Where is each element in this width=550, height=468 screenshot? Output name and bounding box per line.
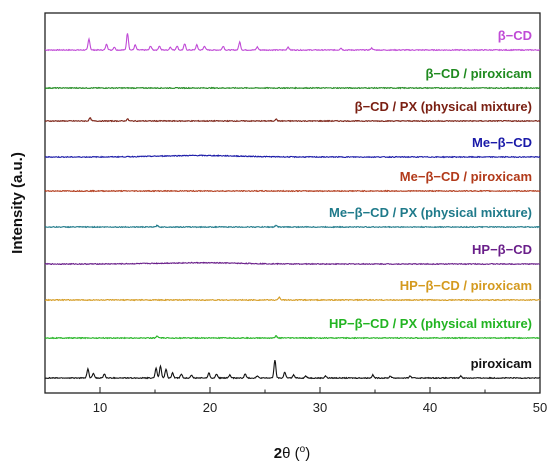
series-label-bg-2	[422, 65, 535, 82]
series-label-5: Me−β−CD / piroxicam	[400, 169, 532, 184]
series-label-9: HP−β−CD / PX (physical mixture)	[329, 316, 532, 331]
x-axis-title-unit-close: )	[305, 445, 310, 462]
series-line-3	[44, 116, 541, 123]
x-tick-label-50: 50	[533, 400, 547, 415]
series-label-8: HP−β−CD / piroxicam	[400, 278, 532, 293]
legend-labels: β−CD β−CD / piroxicam β−CD / PX (physical …	[326, 27, 535, 372]
series-label-bg-5	[396, 168, 535, 185]
series-line-7	[44, 261, 541, 266]
x-axis-title-symbol: θ	[282, 445, 290, 462]
series-label-bg-3	[351, 98, 535, 115]
x-tick-label-30: 30	[313, 400, 327, 415]
series-label-3: β−CD / PX (physical mixture)	[355, 99, 532, 114]
series-label-bg-8	[396, 277, 535, 294]
x-tick-label-40: 40	[423, 400, 437, 415]
series-label-4: Me−β−CD	[472, 135, 532, 150]
plot-frame	[44, 12, 541, 394]
x-axis-ticks: 10 20 30 40 50	[44, 387, 547, 415]
series-line-1	[44, 33, 541, 52]
y-axis-title: Intensity (a.u.)	[9, 152, 26, 254]
series-line-6	[44, 224, 541, 229]
series-line-5	[44, 189, 541, 193]
x-axis-title: 2θ (o)	[274, 444, 310, 462]
series-line-10	[44, 360, 541, 380]
x-axis-title-main: 2	[274, 445, 282, 462]
series-label-bg-4	[469, 134, 535, 151]
series-label-6: Me−β−CD / PX (physical mixture)	[329, 205, 532, 220]
x-tick-label-10: 10	[93, 400, 107, 415]
series-line-9	[44, 334, 541, 340]
series-label-bg-1	[494, 27, 535, 44]
series-label-bg-9	[326, 315, 535, 332]
series-label-2: β−CD / piroxicam	[425, 66, 532, 81]
x-tick-label-20: 20	[203, 400, 217, 415]
x-axis-title-unit-sup: o	[300, 444, 306, 455]
series-label-1: β−CD	[498, 28, 532, 43]
series-line-2	[44, 86, 541, 90]
series-label-bg-6	[326, 204, 535, 221]
series-label-7: HP−β−CD	[472, 242, 532, 257]
x-axis-title-unit-open: (	[295, 445, 300, 462]
series-label-10: piroxicam	[471, 356, 532, 371]
series-layer	[44, 33, 541, 380]
series-label-bg-10	[467, 355, 535, 372]
series-line-8	[44, 296, 541, 302]
series-line-4	[44, 154, 541, 159]
series-label-bg-7	[469, 241, 535, 258]
